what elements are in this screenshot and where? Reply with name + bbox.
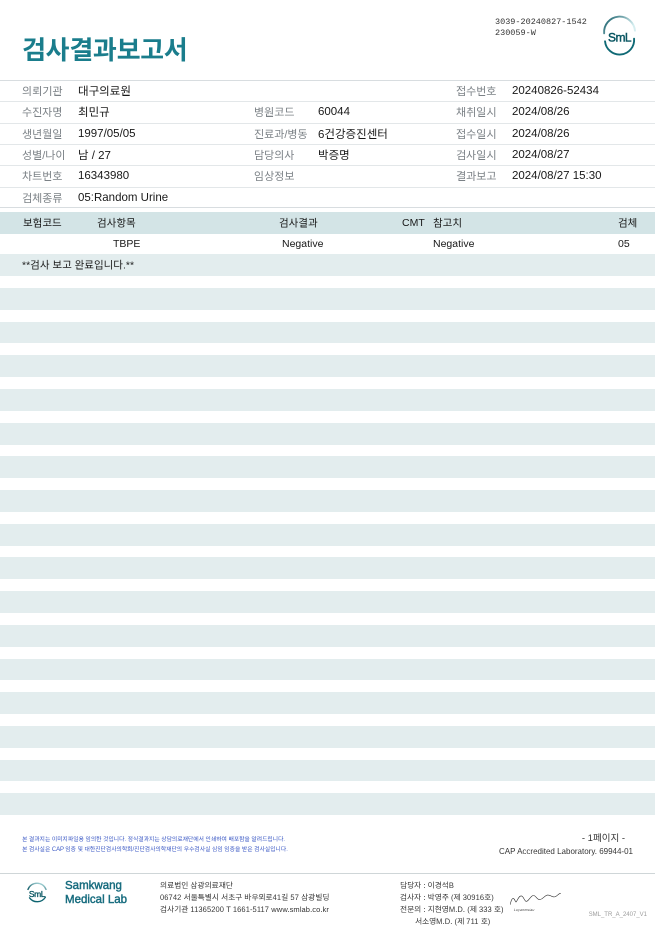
svg-text:Luyanmsiau: Luyanmsiau (514, 908, 536, 912)
svg-text:SmL: SmL (29, 889, 46, 899)
svg-text:SmL: SmL (608, 31, 632, 45)
